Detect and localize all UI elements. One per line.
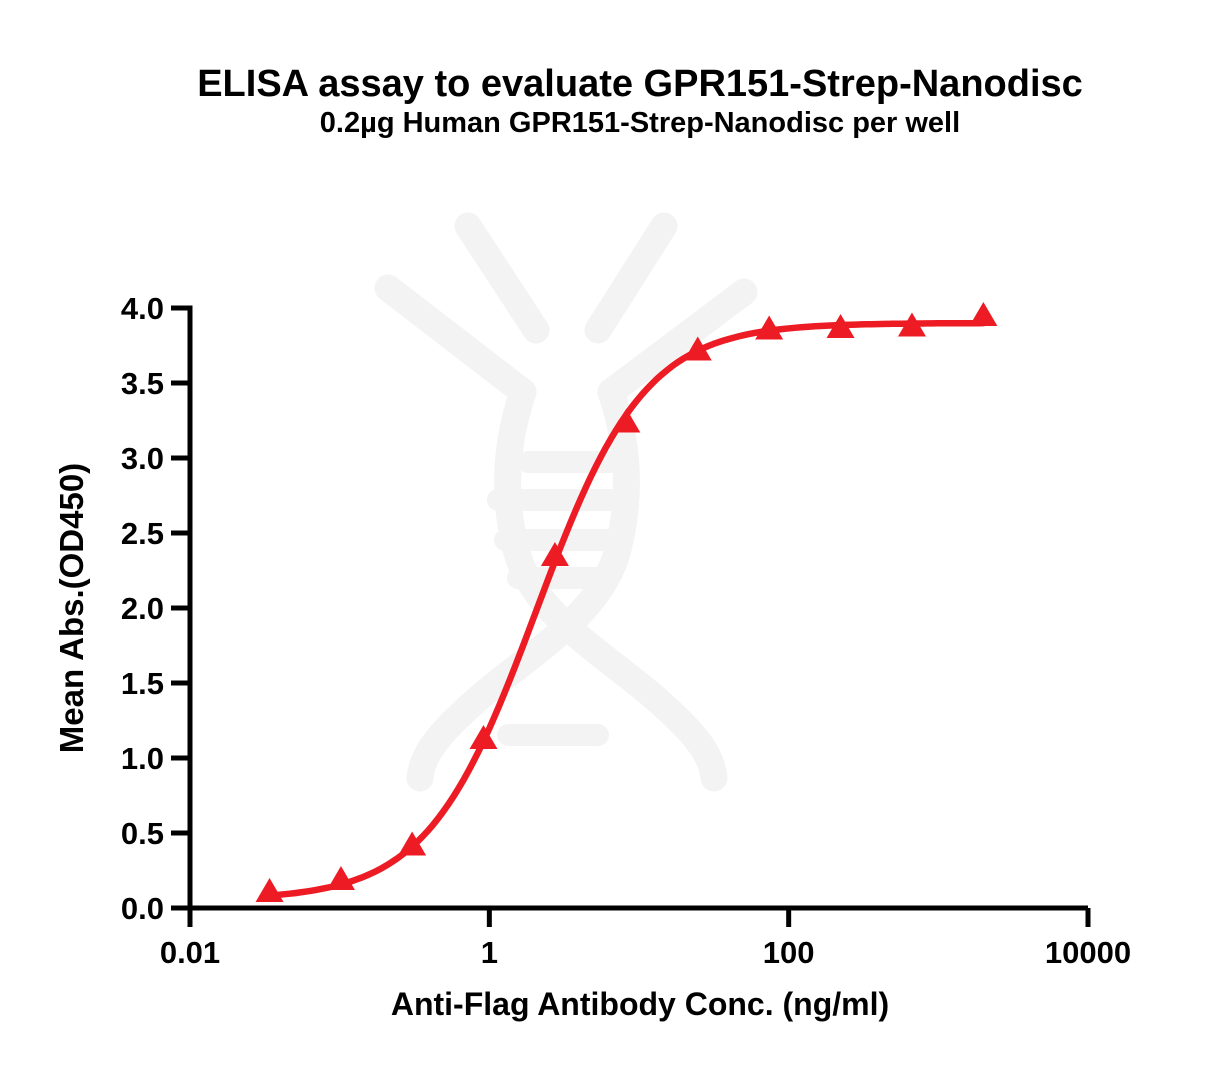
data-point-marker [755,315,784,340]
dna-helix-logo [374,274,537,406]
x-tick-label: 10000 [1045,935,1131,970]
y-tick-label: 2.0 [121,591,164,626]
dna-helix-logo [597,278,758,406]
data-point-marker [612,408,641,433]
x-tick-label: 0.01 [160,935,220,970]
y-tick-label: 2.5 [121,516,164,551]
y-tick-label: 1.5 [121,666,164,701]
y-tick-label: 4.0 [121,291,164,326]
data-point-marker [398,831,427,856]
y-tick-label: 0.0 [121,891,164,926]
data-point-marker [255,878,284,902]
data-point-marker [469,725,498,749]
chart-subtitle: 0.2µg Human GPR151-Strep-Nanodisc per we… [319,107,961,139]
data-point-marker [826,314,855,338]
data-point-marker [326,866,355,890]
data-point-marker [897,312,926,337]
y-tick-label: 1.0 [121,741,164,776]
data-point-marker [969,302,998,326]
x-axis-title: Anti-Flag Antibody Conc. (ng/ml) [390,986,890,1022]
y-tick-label: 0.5 [121,816,164,851]
y-tick-label: 3.0 [121,441,164,476]
x-tick-label: 100 [763,935,815,970]
x-tick-label: 1 [481,935,498,970]
y-tick-label: 3.5 [121,366,164,401]
dna-helix-logo [584,212,678,344]
data-point-marker [683,336,712,361]
chart-title: ELISA assay to evaluate GPR151-Strep-Nan… [197,63,1083,105]
dna-helix-logo [454,212,550,344]
dna-helix-logo [406,378,641,792]
data-point-marker [540,542,569,566]
